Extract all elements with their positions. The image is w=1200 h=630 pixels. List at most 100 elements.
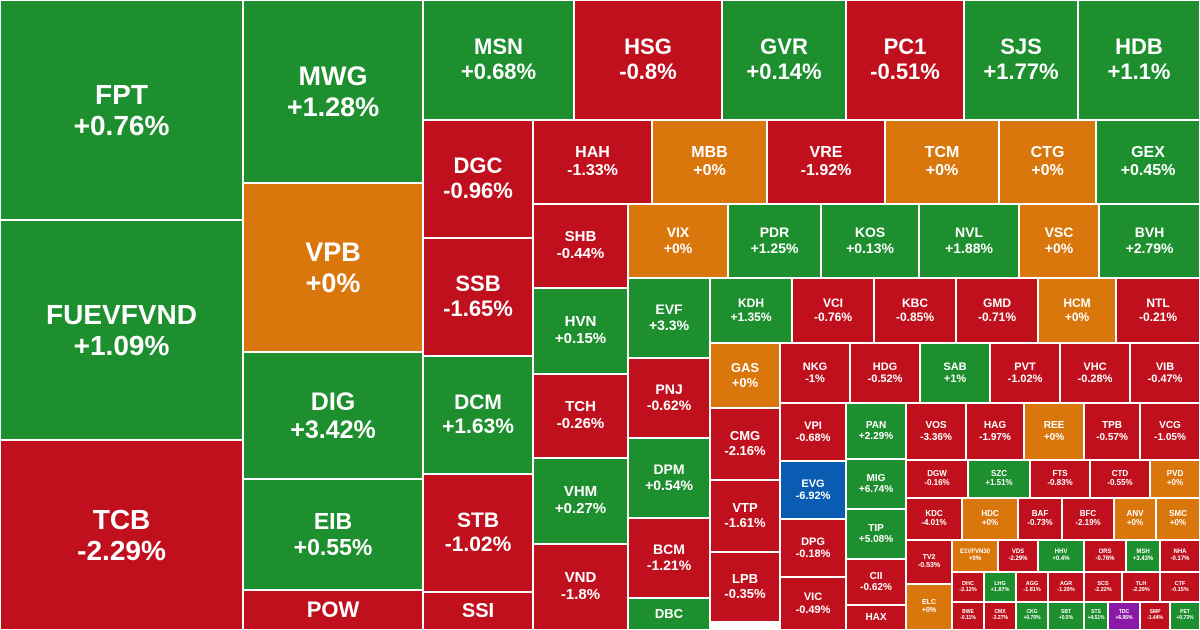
- tile-smp[interactable]: SMP -1.44%: [1140, 602, 1170, 630]
- tile-agr[interactable]: AGR -1.29%: [1048, 572, 1084, 602]
- tile-vhc[interactable]: VHC -0.28%: [1060, 343, 1130, 403]
- tile-nvl[interactable]: NVL +1.88%: [919, 204, 1019, 278]
- tile-cmx[interactable]: CMX -3.27%: [984, 602, 1016, 630]
- tile-hvn[interactable]: HVN +0.15%: [533, 288, 628, 374]
- tile-bcm[interactable]: BCM -1.21%: [628, 518, 710, 598]
- tile-elc[interactable]: ELC +0%: [906, 584, 952, 630]
- tile-ctd[interactable]: CTD -0.55%: [1090, 460, 1150, 498]
- tile-ssb[interactable]: SSB -1.65%: [423, 238, 533, 356]
- tile-ntl[interactable]: NTL -0.21%: [1116, 278, 1200, 343]
- tile-anv[interactable]: ANV +0%: [1114, 498, 1156, 540]
- tile-dhc[interactable]: DHC -2.12%: [952, 572, 984, 602]
- tile-vpi[interactable]: VPI -0.68%: [780, 403, 846, 461]
- tile-tip[interactable]: TIP +5.08%: [846, 509, 906, 559]
- tile-fts[interactable]: FTS -0.83%: [1030, 460, 1090, 498]
- tile-sbt[interactable]: SBT +0.5%: [1048, 602, 1084, 630]
- tile-hcm[interactable]: HCM +0%: [1038, 278, 1116, 343]
- tile-tcb[interactable]: TCB -2.29%: [0, 440, 243, 630]
- tile-dpg[interactable]: DPG -0.18%: [780, 519, 846, 577]
- tile-fuevfvnd[interactable]: FUEVFVND +1.09%: [0, 220, 243, 440]
- tile-dgc[interactable]: DGC -0.96%: [423, 120, 533, 238]
- tile-pow[interactable]: POW: [243, 590, 423, 630]
- tile-mwg[interactable]: MWG +1.28%: [243, 0, 423, 183]
- tile-smc[interactable]: SMC +0%: [1156, 498, 1200, 540]
- tile-cii[interactable]: CII -0.62%: [846, 559, 906, 605]
- tile-vib[interactable]: VIB -0.47%: [1130, 343, 1200, 403]
- tile-pvd[interactable]: PVD +0%: [1150, 460, 1200, 498]
- tile-fpt[interactable]: FPT +0.76%: [0, 0, 243, 220]
- tile-ckg[interactable]: CKG +0.79%: [1016, 602, 1048, 630]
- tile-sts[interactable]: STS +4.51%: [1084, 602, 1108, 630]
- tile-baf[interactable]: BAF -0.73%: [1018, 498, 1062, 540]
- tile-vic[interactable]: VIC -0.49%: [780, 577, 846, 630]
- tile-kdc[interactable]: KDC -4.01%: [906, 498, 962, 540]
- tile-tcm[interactable]: TCM +0%: [885, 120, 999, 204]
- tile-tv2[interactable]: TV2 -0.53%: [906, 540, 952, 584]
- tile-vnd[interactable]: VND -1.8%: [533, 544, 628, 630]
- tile-vtp[interactable]: VTP -1.61%: [710, 480, 780, 552]
- tile-ctf[interactable]: CTF -0.15%: [1160, 572, 1200, 602]
- tile-agg[interactable]: AGG -1.81%: [1016, 572, 1048, 602]
- tile-pan[interactable]: PAN +2.29%: [846, 403, 906, 459]
- tile-hhv[interactable]: HHV +0.4%: [1038, 540, 1084, 572]
- tile-eib[interactable]: EIB +0.55%: [243, 479, 423, 590]
- tile-szc[interactable]: SZC +1.51%: [968, 460, 1030, 498]
- tile-tpb[interactable]: TPB -0.57%: [1084, 403, 1140, 460]
- tile-dbc[interactable]: DBC: [628, 598, 710, 630]
- tile-dig[interactable]: DIG +3.42%: [243, 352, 423, 479]
- tile-gmd[interactable]: GMD -0.71%: [956, 278, 1038, 343]
- tile-hax[interactable]: HAX: [846, 605, 906, 630]
- tile-ssi[interactable]: SSI: [423, 592, 533, 630]
- tile-mig[interactable]: MIG +6.74%: [846, 459, 906, 509]
- tile-lpb[interactable]: LPB -0.35%: [710, 552, 780, 622]
- tile-bwe[interactable]: BWE -0.11%: [952, 602, 984, 630]
- tile-vcg[interactable]: VCG -1.05%: [1140, 403, 1200, 460]
- tile-e1vfvn30[interactable]: E1VFVN30 +0%: [952, 540, 998, 572]
- tile-tch[interactable]: TCH -0.26%: [533, 374, 628, 458]
- tile-hdg[interactable]: HDG -0.52%: [850, 343, 920, 403]
- tile-dpm[interactable]: DPM +0.54%: [628, 438, 710, 518]
- tile-bfc[interactable]: BFC -2.19%: [1062, 498, 1114, 540]
- tile-scs[interactable]: SCS -2.22%: [1084, 572, 1122, 602]
- tile-sjs[interactable]: SJS +1.77%: [964, 0, 1078, 120]
- tile-nkg[interactable]: NKG -1%: [780, 343, 850, 403]
- tile-ors[interactable]: ORS -0.76%: [1084, 540, 1126, 572]
- tile-msh[interactable]: MSH +3.43%: [1126, 540, 1160, 572]
- tile-ree[interactable]: REE +0%: [1024, 403, 1084, 460]
- tile-vds[interactable]: VDS -2.29%: [998, 540, 1038, 572]
- tile-sab[interactable]: SAB +1%: [920, 343, 990, 403]
- tile-pc1[interactable]: PC1 -0.51%: [846, 0, 964, 120]
- tile-stb[interactable]: STB -1.02%: [423, 474, 533, 592]
- tile-tdc[interactable]: TDC +6.95%: [1108, 602, 1140, 630]
- tile-kos[interactable]: KOS +0.13%: [821, 204, 919, 278]
- tile-vci[interactable]: VCI -0.76%: [792, 278, 874, 343]
- tile-gas[interactable]: GAS +0%: [710, 343, 780, 408]
- tile-pvt[interactable]: PVT -1.02%: [990, 343, 1060, 403]
- tile-gvr[interactable]: GVR +0.14%: [722, 0, 846, 120]
- tile-nha[interactable]: NHA -0.17%: [1160, 540, 1200, 572]
- tile-tlh[interactable]: TLH -2.29%: [1122, 572, 1160, 602]
- tile-pdr[interactable]: PDR +1.25%: [728, 204, 821, 278]
- tile-vhm[interactable]: VHM +0.27%: [533, 458, 628, 544]
- tile-hdc[interactable]: HDC +0%: [962, 498, 1018, 540]
- tile-kdh[interactable]: KDH +1.35%: [710, 278, 792, 343]
- tile-vsc[interactable]: VSC +0%: [1019, 204, 1099, 278]
- tile-evf[interactable]: EVF +3.3%: [628, 278, 710, 358]
- tile-bvh[interactable]: BVH +2.79%: [1099, 204, 1200, 278]
- tile-shb[interactable]: SHB -0.44%: [533, 204, 628, 288]
- tile-vix[interactable]: VIX +0%: [628, 204, 728, 278]
- tile-vpb[interactable]: VPB +0%: [243, 183, 423, 352]
- tile-ctg[interactable]: CTG +0%: [999, 120, 1096, 204]
- tile-pet[interactable]: PET +0.73%: [1170, 602, 1200, 630]
- tile-lhg[interactable]: LHG +1.87%: [984, 572, 1016, 602]
- tile-vos[interactable]: VOS -3.36%: [906, 403, 966, 460]
- tile-cmg[interactable]: CMG -2.16%: [710, 408, 780, 480]
- tile-pnj[interactable]: PNJ -0.62%: [628, 358, 710, 438]
- tile-gex[interactable]: GEX +0.45%: [1096, 120, 1200, 204]
- tile-hsg[interactable]: HSG -0.8%: [574, 0, 722, 120]
- tile-hdb[interactable]: HDB +1.1%: [1078, 0, 1200, 120]
- tile-evg[interactable]: EVG -6.92%: [780, 461, 846, 519]
- tile-dgw[interactable]: DGW -0.16%: [906, 460, 968, 498]
- tile-dcm[interactable]: DCM +1.63%: [423, 356, 533, 474]
- tile-mbb[interactable]: MBB +0%: [652, 120, 767, 204]
